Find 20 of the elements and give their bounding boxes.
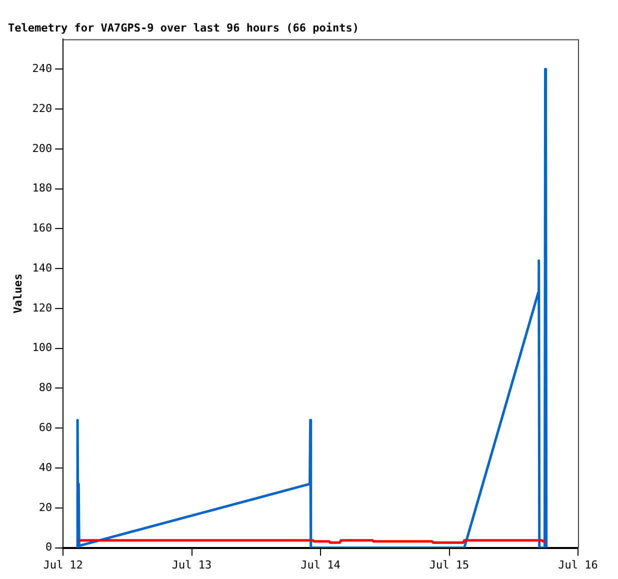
x-tick-label: Jul 12 xyxy=(43,558,83,572)
x-tick-label: Jul 14 xyxy=(300,558,341,572)
y-tick-label: 20 xyxy=(38,500,52,514)
chart-title: Telemetry for VA7GPS-9 over last 96 hours (66 points) xyxy=(8,21,359,34)
x-tick-label: Jul 16 xyxy=(558,558,598,572)
y-tick-label: 180 xyxy=(32,182,52,195)
x-tick-label: Jul 13 xyxy=(172,558,212,572)
y-tick-label: 0 xyxy=(45,540,52,554)
y-tick-label: 240 xyxy=(32,62,52,75)
y-tick-label: 220 xyxy=(32,102,52,115)
y-axis-title: Values xyxy=(11,274,24,314)
y-tick-label: 160 xyxy=(32,222,52,235)
y-tick-label: 120 xyxy=(32,301,52,314)
y-tick-label: 60 xyxy=(38,420,52,434)
y-tick-label: 40 xyxy=(38,460,52,474)
x-tick-label: Jul 15 xyxy=(429,558,470,572)
y-tick-label: 100 xyxy=(32,341,52,354)
y-tick-label: 140 xyxy=(32,261,52,274)
y-tick-label: 200 xyxy=(32,142,52,155)
y-tick-label: 80 xyxy=(38,381,52,394)
